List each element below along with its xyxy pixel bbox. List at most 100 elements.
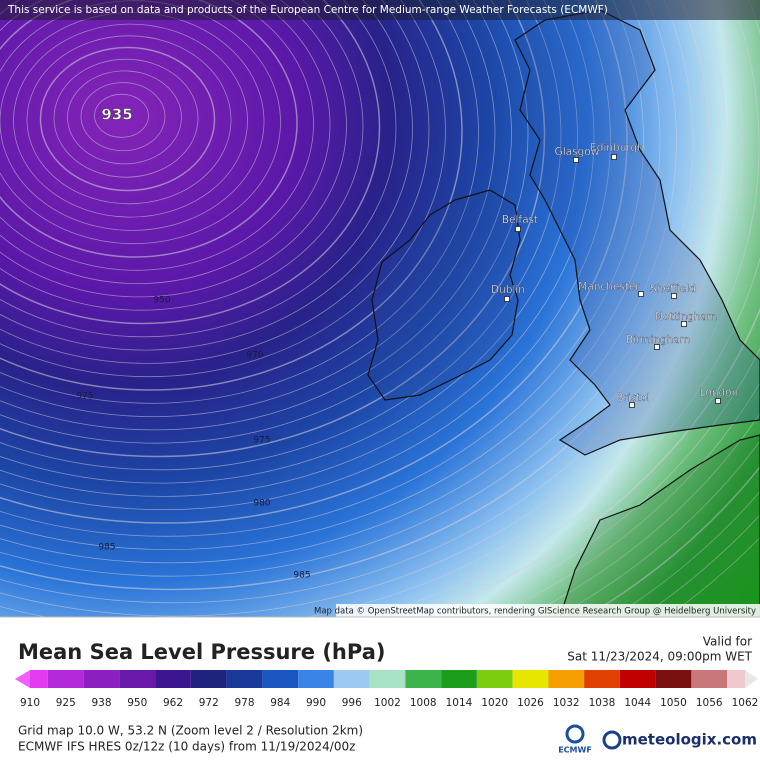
isobar bbox=[0, 0, 446, 378]
ecmwf-logo: ECMWF bbox=[558, 724, 592, 755]
isobar bbox=[0, 0, 611, 510]
isobar bbox=[0, 0, 661, 550]
colorbar-tick-label: 962 bbox=[163, 697, 183, 709]
ireland bbox=[367, 189, 521, 401]
isobar bbox=[0, 0, 364, 311]
isobar bbox=[53, 58, 199, 178]
isobar bbox=[0, 0, 578, 484]
colorbar-swatch bbox=[584, 670, 620, 688]
colorbar-swatch bbox=[548, 670, 585, 688]
city-label: Dublin bbox=[491, 284, 525, 296]
city-label: Sheffield bbox=[650, 283, 696, 295]
colorbar-tick-label: 1002 bbox=[374, 697, 401, 709]
colorbar-swatch bbox=[190, 670, 227, 688]
valid-time: Sat 11/23/2024, 09:00pm WET bbox=[567, 650, 752, 664]
isobar bbox=[0, 0, 512, 431]
brand-icon bbox=[602, 730, 622, 750]
isobar-label: 975 bbox=[253, 436, 270, 446]
low-center-label: 935 bbox=[101, 106, 132, 124]
city-label: Edinburgh bbox=[590, 142, 644, 154]
isobar bbox=[0, 0, 430, 364]
attribution: Map data © OpenStreetMap contributors, r… bbox=[314, 607, 756, 617]
city-marker bbox=[671, 293, 677, 299]
isobar bbox=[0, 0, 463, 391]
isobar-label: 980 bbox=[253, 499, 270, 509]
isobar bbox=[0, 0, 711, 591]
colorbar-swatch bbox=[119, 670, 156, 688]
isobar bbox=[0, 0, 595, 497]
isobar bbox=[0, 0, 347, 298]
colorbar-swatch bbox=[83, 670, 120, 688]
pressure-field bbox=[0, 0, 760, 617]
isobar bbox=[0, 0, 694, 577]
colorbar-tick-label: 1020 bbox=[481, 697, 508, 709]
isobar bbox=[0, 0, 413, 351]
city-label: Nottingham bbox=[655, 311, 717, 323]
notice-band bbox=[0, 0, 760, 20]
colorbar-swatch bbox=[727, 670, 745, 688]
isobar-label: 985 bbox=[98, 543, 115, 553]
city-marker bbox=[629, 402, 635, 408]
ecmwf-icon bbox=[565, 724, 585, 744]
colorbar-tick-label: 1032 bbox=[553, 697, 580, 709]
isobar bbox=[0, 0, 743, 617]
colorbar-swatch bbox=[333, 670, 370, 688]
footer-line1: Grid map 10.0 W, 53.2 N (Zoom level 2 / … bbox=[18, 724, 363, 738]
valid-label: Valid for bbox=[703, 635, 752, 649]
isobar bbox=[0, 0, 628, 524]
isobar bbox=[80, 82, 166, 151]
city-marker bbox=[638, 291, 644, 297]
isobar bbox=[0, 0, 529, 444]
notice: This service is based on data and produc… bbox=[7, 4, 608, 16]
city-marker bbox=[611, 154, 617, 160]
isobar bbox=[0, 0, 760, 617]
colorbar-swatch bbox=[476, 670, 513, 688]
brand-logo[interactable]: meteologix.com bbox=[602, 730, 757, 750]
isobar bbox=[0, 0, 562, 471]
colorbar-tick-label: 1062 bbox=[732, 697, 759, 709]
city-label: Glasgow bbox=[555, 146, 600, 158]
colorbar: 910 925 938 950 962 972 978 984 990 996 1002 1008 10… bbox=[15, 670, 758, 709]
brand-text[interactable]: meteologix.com bbox=[622, 731, 757, 749]
colorbar-tick-label: 938 bbox=[91, 697, 111, 709]
isobar-label: 985 bbox=[293, 571, 310, 581]
colorbar-tick-label: 1026 bbox=[517, 697, 544, 709]
colorbar-swatch bbox=[405, 670, 442, 688]
colorbar-tick-label: 1044 bbox=[624, 697, 651, 709]
colorbar-swatch bbox=[47, 670, 84, 688]
isobar bbox=[39, 46, 216, 192]
colorbar-tick-label: 990 bbox=[306, 697, 326, 709]
isobar bbox=[0, 0, 644, 537]
isobar bbox=[0, 0, 677, 564]
colorbar-tick-label: 984 bbox=[270, 697, 290, 709]
city-label: Bristol bbox=[616, 392, 649, 404]
isobar bbox=[67, 70, 182, 165]
colorbar-tick-label: 996 bbox=[342, 697, 362, 709]
colorbar-swatch bbox=[619, 670, 656, 688]
colorbar-swatch bbox=[691, 670, 728, 688]
colorbar-end bbox=[15, 670, 30, 688]
colorbar-swatch bbox=[441, 670, 477, 688]
colorbar-tick-label: 1014 bbox=[446, 697, 473, 709]
isobar bbox=[0, 0, 331, 284]
isobar bbox=[0, 0, 546, 458]
city-marker bbox=[654, 344, 660, 350]
colorbar-swatch bbox=[30, 670, 48, 688]
colorbar-swatch bbox=[512, 670, 549, 688]
isobar-labels: 950 970 975 975 980 985 985 bbox=[76, 296, 310, 581]
isobar bbox=[0, 0, 479, 404]
colorbar-swatch bbox=[298, 670, 334, 688]
city-label: Belfast bbox=[502, 214, 538, 226]
colorbar-tick-label: 925 bbox=[56, 697, 76, 709]
great-britain bbox=[514, 9, 760, 456]
attribution-bg bbox=[336, 604, 760, 617]
legend-title: Mean Sea Level Pressure (hPa) bbox=[18, 640, 385, 664]
city-marker bbox=[681, 321, 687, 327]
isobar-label: 950 bbox=[153, 296, 170, 306]
isobar bbox=[0, 0, 496, 417]
isobar bbox=[0, 0, 314, 271]
isobar-label: 970 bbox=[246, 351, 263, 361]
